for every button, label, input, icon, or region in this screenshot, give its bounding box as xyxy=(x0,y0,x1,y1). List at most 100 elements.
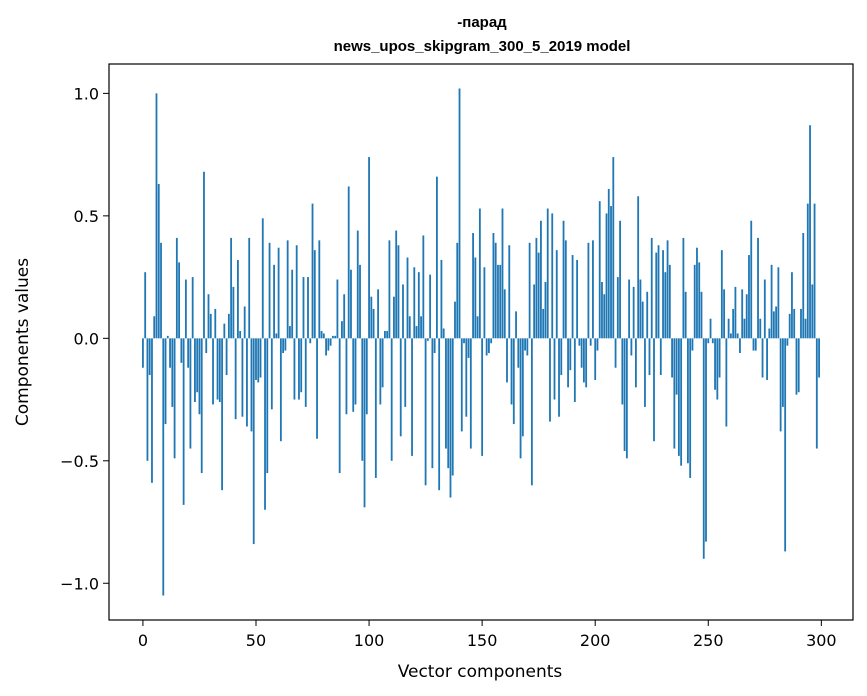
bar-259 xyxy=(727,318,730,339)
bar-72 xyxy=(304,338,307,407)
bar-183 xyxy=(555,250,558,339)
bar-31 xyxy=(212,338,214,405)
bar-237 xyxy=(677,338,680,456)
bar-159 xyxy=(501,208,504,339)
bar-150 xyxy=(481,338,484,456)
bar-262 xyxy=(734,286,737,339)
bar-182 xyxy=(553,338,556,400)
bar-186 xyxy=(562,220,565,339)
bar-194 xyxy=(580,338,583,368)
bar-286 xyxy=(788,313,791,339)
bar-157 xyxy=(497,264,499,339)
bar-208 xyxy=(612,157,615,339)
bar-140 xyxy=(458,88,461,339)
bar-184 xyxy=(558,338,560,417)
bar-122 xyxy=(417,272,420,339)
y-tick-label: 0.0 xyxy=(74,329,99,348)
bar-137 xyxy=(451,338,454,476)
bar-167 xyxy=(519,338,522,459)
bar-57 xyxy=(270,338,273,410)
bar-216 xyxy=(630,338,633,356)
bar-115 xyxy=(402,284,404,339)
bar-97 xyxy=(361,338,364,461)
bar-225 xyxy=(650,237,653,339)
bar-32 xyxy=(214,308,217,339)
bar-42 xyxy=(237,259,239,339)
bar-297 xyxy=(813,203,816,339)
bar-209 xyxy=(614,338,617,368)
x-tick-label: 0 xyxy=(138,631,148,650)
bar-113 xyxy=(397,245,400,339)
bar-299 xyxy=(818,338,820,378)
bar-70 xyxy=(300,338,303,393)
bar-296 xyxy=(811,284,814,339)
bar-93 xyxy=(352,338,355,412)
y-axis-ticks: −1.0 −0.5 0.0 0.5 1.0 xyxy=(60,84,109,593)
bar-84 xyxy=(331,335,334,339)
bar-173 xyxy=(533,284,536,339)
bar-271 xyxy=(754,338,757,351)
bar-106 xyxy=(381,338,384,388)
bar-174 xyxy=(535,237,538,339)
bar-22 xyxy=(191,277,194,339)
y-axis-label: Components values xyxy=(13,258,33,426)
bar-13 xyxy=(171,338,174,407)
bar-256 xyxy=(720,250,723,339)
bar-219 xyxy=(637,196,640,339)
bar-149 xyxy=(478,208,481,339)
bar-236 xyxy=(675,338,678,395)
bar-280 xyxy=(775,306,778,339)
bar-129 xyxy=(433,338,436,354)
bar-274 xyxy=(761,338,764,378)
plot-frame xyxy=(108,63,854,621)
bar-285 xyxy=(786,338,789,346)
bar-114 xyxy=(399,338,402,437)
bar-38 xyxy=(227,313,230,339)
bar-91 xyxy=(347,186,350,339)
bar-294 xyxy=(806,203,809,339)
bar-80 xyxy=(322,333,325,339)
bar-193 xyxy=(578,338,581,346)
bar-227 xyxy=(655,252,658,339)
bar-58 xyxy=(273,264,275,339)
bar-103 xyxy=(374,338,377,478)
bar-240 xyxy=(684,291,687,339)
bar-191 xyxy=(573,338,576,403)
bar-108 xyxy=(386,330,389,339)
bar-239 xyxy=(682,237,685,339)
bar-98 xyxy=(363,338,366,508)
bar-15 xyxy=(175,237,178,339)
bar-222 xyxy=(644,338,646,407)
bar-158 xyxy=(499,264,502,339)
bar-203 xyxy=(601,281,603,339)
x-tick-label: 250 xyxy=(693,631,724,650)
bar-264 xyxy=(739,338,741,354)
bar-295 xyxy=(809,125,811,339)
bar-73 xyxy=(307,277,309,339)
bar-126 xyxy=(426,338,429,341)
bar-161 xyxy=(506,338,508,383)
bar-200 xyxy=(594,338,597,380)
bar-88 xyxy=(341,321,343,339)
bar-35 xyxy=(221,338,223,491)
bar-279 xyxy=(772,311,775,339)
bar-130 xyxy=(436,176,438,339)
bar-83 xyxy=(329,338,332,346)
bar-241 xyxy=(687,338,689,464)
bar-46 xyxy=(246,338,248,427)
bar-277 xyxy=(768,328,771,339)
bar-213 xyxy=(623,338,626,451)
bar-261 xyxy=(732,308,735,339)
bar-132 xyxy=(440,259,443,339)
bar-170 xyxy=(526,338,529,356)
bar-231 xyxy=(664,272,667,339)
bar-78 xyxy=(318,240,321,339)
bar-71 xyxy=(302,277,305,339)
bar-55 xyxy=(266,338,269,474)
bar-210 xyxy=(616,277,619,339)
bar-96 xyxy=(359,264,361,339)
x-axis-label: Vector components xyxy=(398,662,563,682)
bar-283 xyxy=(781,338,784,407)
bar-23 xyxy=(194,338,196,403)
bar-128 xyxy=(431,338,434,469)
